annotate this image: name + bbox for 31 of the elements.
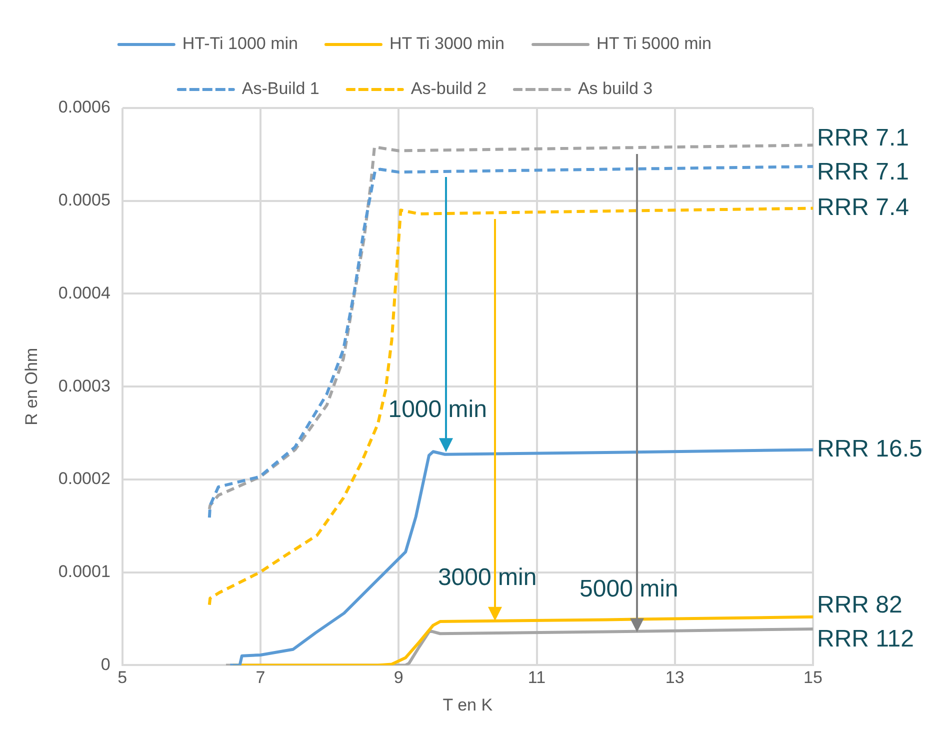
x-tick-label: 7 bbox=[256, 668, 266, 688]
y-tick-label: 0.0005 bbox=[58, 190, 110, 210]
legend-label: HT-Ti 1000 min bbox=[182, 34, 298, 54]
x-tick-label: 5 bbox=[118, 668, 128, 688]
y-tick-label: 0.0001 bbox=[58, 562, 110, 582]
annotation: RRR 7.1 bbox=[817, 124, 910, 152]
x-tick-label: 9 bbox=[394, 668, 404, 688]
legend-label: As build 3 bbox=[578, 79, 653, 98]
annotation: RRR 82 bbox=[817, 592, 902, 619]
x-axis-title: T en K bbox=[442, 695, 494, 714]
y-tick-label: 0 bbox=[100, 654, 110, 674]
annotation: RRR 7.1 bbox=[817, 158, 910, 186]
y-axis-title: R en Ohm bbox=[22, 348, 41, 426]
y-tick-label: 0.0002 bbox=[58, 469, 110, 488]
annotation: 1000 min bbox=[388, 396, 487, 424]
legend-label: HT Ti 3000 min bbox=[389, 34, 504, 54]
annotation: 3000 min bbox=[438, 564, 537, 592]
x-tick-label: 15 bbox=[804, 668, 822, 688]
x-tick-label: 11 bbox=[528, 668, 546, 688]
annotation: 5000 min bbox=[580, 575, 678, 602]
legend-label: As-Build 1 bbox=[242, 79, 320, 98]
legend-label: As-build 2 bbox=[410, 79, 486, 98]
y-tick-label: 0.0006 bbox=[58, 98, 110, 117]
annotation: RRR 112 bbox=[817, 626, 914, 653]
legend-label: HT Ti 5000 min bbox=[596, 34, 712, 54]
y-tick-label: 0.0003 bbox=[58, 376, 110, 396]
annotation: RRR 7.4 bbox=[817, 194, 910, 221]
y-tick-label: 0.0004 bbox=[58, 283, 110, 302]
x-tick-label: 13 bbox=[665, 668, 684, 688]
line-series bbox=[208, 206, 813, 606]
annotation: RRR 16.5 bbox=[817, 435, 922, 462]
